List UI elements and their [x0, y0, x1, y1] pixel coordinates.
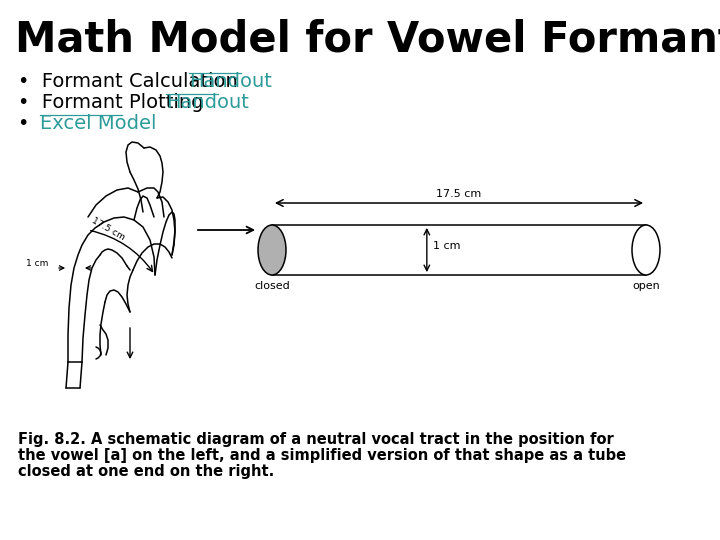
Text: open: open	[632, 281, 660, 291]
Text: •: •	[18, 114, 42, 133]
Text: 17.5 cm: 17.5 cm	[436, 189, 482, 199]
Ellipse shape	[258, 225, 286, 275]
Text: the vowel [a] on the left, and a simplified version of that shape as a tube: the vowel [a] on the left, and a simplif…	[18, 448, 626, 463]
Text: •  Formant Plotting: • Formant Plotting	[18, 93, 210, 112]
Text: 1 cm: 1 cm	[433, 241, 460, 251]
Text: Fig. 8.2. A schematic diagram of a neutral vocal tract in the position for: Fig. 8.2. A schematic diagram of a neutr…	[18, 432, 613, 447]
Text: Handout: Handout	[189, 72, 271, 91]
Text: closed at one end on the right.: closed at one end on the right.	[18, 464, 274, 479]
Text: 17.5 cm: 17.5 cm	[90, 216, 126, 242]
Text: 1 cm: 1 cm	[26, 260, 48, 268]
Text: closed: closed	[254, 281, 290, 291]
Text: •  Formant Calculation: • Formant Calculation	[18, 72, 244, 91]
Text: Math Model for Vowel Formants: Math Model for Vowel Formants	[15, 18, 720, 60]
Ellipse shape	[632, 225, 660, 275]
Text: Excel Model: Excel Model	[40, 114, 157, 133]
Text: Handout: Handout	[166, 93, 249, 112]
